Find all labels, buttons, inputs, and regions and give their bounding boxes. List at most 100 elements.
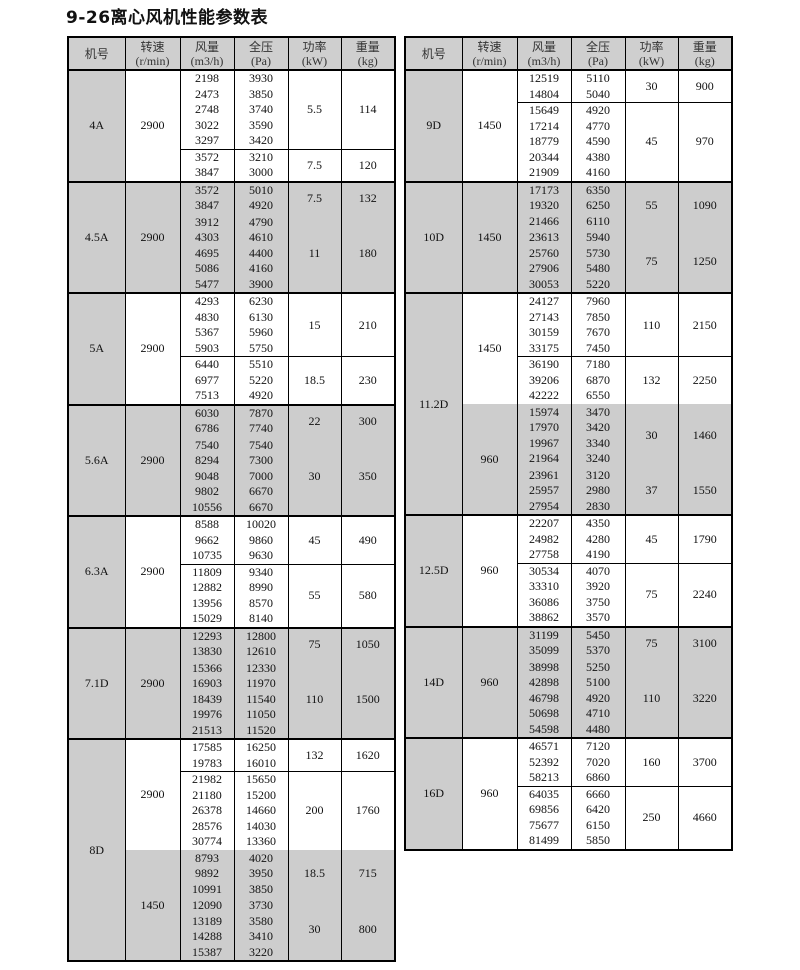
pressure-cell: 4020: [233, 849, 289, 866]
pressure-cell: 3950: [233, 866, 289, 882]
airflow-cell: 20344: [516, 149, 572, 165]
airflow-cell: 9892: [179, 866, 235, 882]
table-row: 19320 6250: [405, 198, 732, 214]
table-row: 25760 5730: [405, 245, 732, 261]
airflow-cell: 3572: [179, 148, 235, 165]
airflow-cell: 54598: [516, 721, 572, 738]
table-row: 27143 7850: [405, 309, 732, 325]
airflow-cell: 10991: [179, 881, 235, 898]
header-pressure: 全压 (Pa): [570, 37, 626, 71]
airflow-cell: 11809: [179, 563, 235, 580]
power-cell: 30: [624, 403, 679, 467]
table-row: 38998 5250 110 3220: [405, 658, 733, 738]
pressure-cell: 15200: [233, 787, 289, 803]
weight-cell: 580: [340, 563, 396, 628]
airflow-cell: 50698: [516, 706, 572, 722]
airflow-cell: 15366: [179, 659, 235, 676]
pressure-cell: 4350: [570, 514, 626, 532]
airflow-cell: 17214: [516, 118, 572, 134]
table-row: 30159 7670: [405, 325, 732, 341]
weight-cell: 715: [340, 849, 396, 898]
pressure-cell: 5940: [570, 229, 626, 246]
table-row: 15366 12330 110 1500: [68, 659, 396, 739]
pressure-cell: 5110: [570, 69, 626, 87]
pressure-cell: 8140: [233, 611, 289, 628]
airflow-cell: 35099: [516, 643, 572, 659]
weight-cell: 1790: [677, 514, 733, 563]
table-row: 960 15974 3470 30 1460: [405, 403, 733, 515]
airflow-cell: 12882: [179, 580, 235, 596]
table-row: 9662 9860: [68, 532, 395, 548]
model-cell: 5A: [67, 292, 126, 405]
power-cell: 110: [624, 292, 679, 357]
airflow-cell: 19967: [516, 435, 572, 451]
table-row: 11.2D 1450 24127 7960 110 2150: [404, 292, 733, 515]
pressure-cell: 3850: [233, 881, 289, 898]
speed-cell: 1450: [461, 292, 518, 404]
airflow-cell: 25957: [516, 483, 572, 499]
header-unit: (Pa): [251, 53, 271, 68]
weight-cell: 2250: [677, 356, 733, 404]
pressure-cell: 11050: [233, 707, 289, 723]
table-row: 3847 4920: [68, 198, 395, 214]
airflow-cell: 46798: [516, 690, 572, 706]
airflow-cell: 22207: [516, 514, 572, 532]
weight-cell: 970: [677, 102, 733, 182]
pressure-cell: 4400: [233, 245, 289, 261]
table-row: 15649 4920 45 970: [405, 102, 733, 182]
airflow-cell: 14288: [179, 929, 235, 945]
airflow-cell: 5477: [179, 276, 235, 293]
table-row: 6786 7740: [68, 421, 395, 437]
pressure-cell: 5250: [570, 658, 626, 675]
header-unit: (kW): [638, 53, 665, 68]
table-row: 14D 960 31199 5450 75 3100: [404, 625, 733, 738]
weight-cell: 900: [677, 69, 733, 103]
airflow-cell: 58213: [516, 770, 572, 786]
header-label: 风量: [194, 39, 219, 54]
power-cell: 75: [624, 562, 679, 627]
airflow-cell: 6440: [179, 356, 235, 373]
airflow-cell: 19783: [179, 755, 235, 772]
airflow-cell: 15029: [179, 611, 235, 628]
airflow-cell: 3847: [179, 198, 235, 214]
header-unit: (m3/h): [190, 53, 224, 68]
airflow-cell: 9802: [179, 484, 235, 500]
header-label: 机号: [421, 46, 446, 61]
table-row: 21180 15200: [68, 787, 395, 803]
power-cell: 110: [287, 659, 342, 739]
pressure-cell: 4070: [570, 562, 626, 579]
airflow-cell: 39206: [516, 372, 572, 388]
table-row: 15387 3220: [68, 944, 395, 961]
pressure-cell: 6230: [233, 292, 289, 310]
speed-cell: 960: [461, 737, 518, 850]
table-row: 19967 3340: [405, 435, 732, 451]
airflow-cell: 64035: [516, 785, 572, 802]
table-row: 42222 6550: [405, 388, 732, 404]
speed-cell: 2900: [124, 626, 181, 739]
weight-cell: 1500: [340, 659, 396, 739]
airflow-cell: 26378: [179, 803, 235, 819]
weight-cell: 180: [340, 213, 396, 293]
table-row: 13189 3580: [68, 913, 395, 929]
pressure-cell: 12800: [233, 626, 289, 644]
pressure-cell: 3590: [233, 117, 289, 133]
airflow-cell: 10735: [179, 548, 235, 564]
pressure-cell: 6350: [570, 180, 626, 198]
weight-cell: 350: [340, 436, 396, 516]
weight-cell: 132: [340, 180, 396, 214]
header-unit: (m3/h): [527, 53, 561, 68]
fan-spec-table-right: 机号 转速 (r/min) 风量 (m3/h) 全压 (Pa) 功率 (kW) 重量 (kg) 9D…: [404, 36, 733, 851]
table-row: 6.3A 2900 8588 10020 45 490: [67, 515, 396, 628]
airflow-cell: 27954: [516, 498, 572, 515]
pressure-cell: 3920: [570, 579, 626, 595]
power-cell: 45: [287, 515, 342, 564]
airflow-cell: 8793: [179, 849, 235, 866]
power-cell: 30: [624, 69, 679, 103]
pressure-cell: 5850: [570, 833, 626, 850]
airflow-cell: 8588: [179, 515, 235, 533]
weight-cell: 300: [340, 403, 396, 437]
table-row: 33310 3920: [405, 579, 732, 595]
weight-cell: 210: [340, 292, 396, 357]
table-row: 10735 9630: [68, 548, 395, 564]
pressure-cell: 11520: [233, 722, 289, 739]
